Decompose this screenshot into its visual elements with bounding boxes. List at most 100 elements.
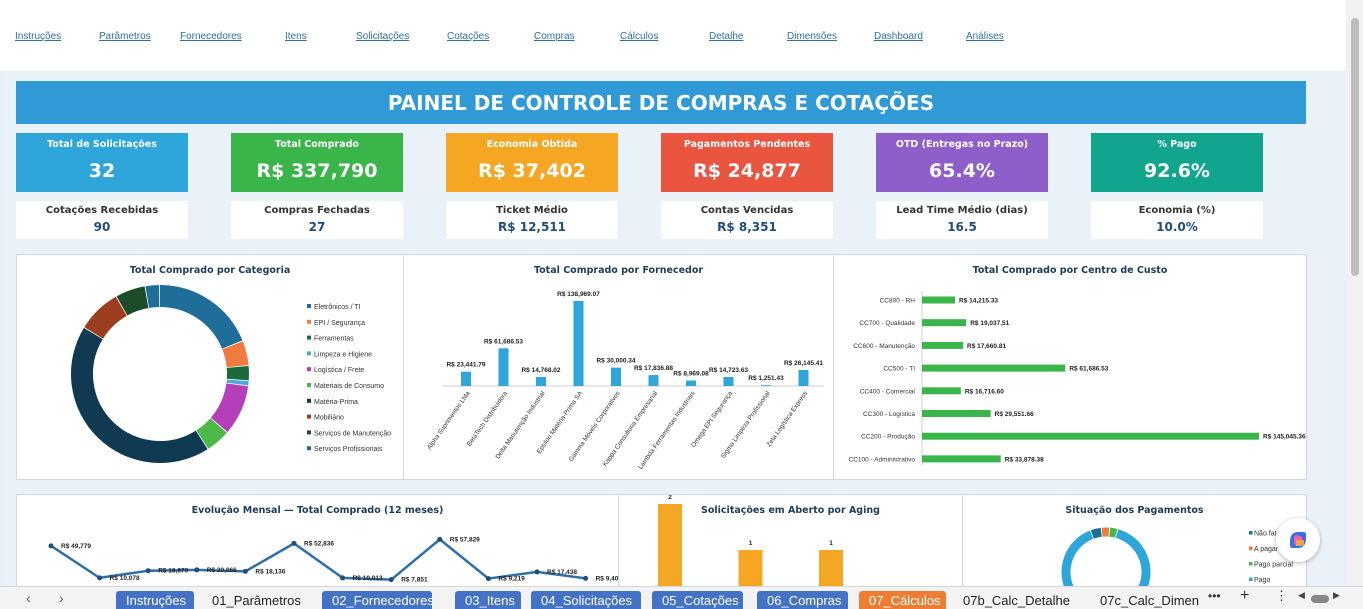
data-label: R$ 26,145.41 — [784, 360, 823, 367]
data-label: R$ 17,438 — [547, 569, 577, 576]
data-label: R$ 9,219 — [498, 576, 525, 583]
data-label: R$ 30,000.34 — [596, 358, 635, 365]
scroll-left-icon[interactable]: ◀ — [1298, 590, 1305, 601]
sheet-tab[interactable]: Instruções — [116, 591, 194, 609]
bar — [574, 301, 584, 386]
bar — [724, 377, 734, 386]
sheet-tab[interactable]: 07c_Calc_Dimen — [1090, 591, 1204, 609]
data-point — [292, 541, 297, 546]
bar — [922, 365, 1065, 372]
legend-swatch — [1249, 531, 1253, 535]
legend-label: Eletrônicos / TI — [314, 304, 361, 311]
legend-label: Ferramentas — [314, 336, 354, 343]
nav-link-11[interactable]: Análises — [966, 31, 1004, 42]
kpi-value: R$ 24,877 — [661, 160, 833, 182]
scroll-right-icon[interactable]: ▶ — [1333, 590, 1340, 601]
donut-slice — [94, 306, 122, 333]
horizontal-scroll-thumb[interactable] — [1311, 595, 1329, 603]
sheet-tab[interactable]: 01_Parâmetros — [202, 591, 313, 609]
legend-label: Serviços de Manutenção — [314, 430, 391, 437]
nav-link-4[interactable]: Solicitações — [356, 31, 409, 42]
options-icon[interactable]: ⋮ — [1275, 588, 1288, 604]
legend-swatch — [307, 367, 311, 371]
data-label: R$ 17,660.81 — [967, 343, 1006, 350]
data-label: 2 — [668, 495, 672, 501]
nav-link-3[interactable]: Itens — [285, 31, 307, 42]
legend-swatch — [307, 399, 311, 403]
sheet-tab[interactable]: 04_Solicitações — [531, 591, 641, 609]
nav-link-0[interactable]: Instruções — [15, 31, 61, 42]
sub-kpi-value: 10.0% — [1091, 220, 1263, 234]
data-label: R$ 23,441.79 — [446, 362, 485, 369]
chart-panel-evolucao: Evolução Mensal — Total Comprado (12 mes… — [16, 494, 619, 589]
nav-link-8[interactable]: Detalhe — [709, 31, 743, 42]
donut-slice — [219, 385, 237, 425]
donut-slice — [1110, 532, 1117, 533]
legend-swatch — [307, 351, 311, 355]
sub-kpi-value: R$ 12,511 — [446, 220, 618, 234]
bar — [799, 370, 809, 386]
data-label: R$ 18,970 — [158, 568, 188, 575]
vertical-scrollbar[interactable] — [1347, 0, 1363, 586]
sheet-tab[interactable]: 07_Cálculos — [859, 591, 946, 609]
data-label: R$ 19,037.51 — [970, 320, 1009, 327]
nav-link-9[interactable]: Dimensões — [787, 31, 837, 42]
legend-label: Não fat — [1254, 531, 1277, 538]
nav-link-6[interactable]: Compras — [534, 31, 575, 42]
tick-label: Zeta Logística Express — [765, 390, 809, 449]
nav-link-10[interactable]: Dashboard — [874, 31, 923, 42]
donut-slice — [1092, 532, 1101, 534]
legend-label: Matéria-Prima — [314, 399, 358, 406]
data-label: R$ 1,251.43 — [748, 375, 784, 382]
nav-link-7[interactable]: Cálculos — [620, 31, 658, 42]
legend-swatch — [307, 383, 311, 387]
donut-slice — [160, 296, 232, 345]
tick-label: CC700 - Qualidade — [859, 320, 915, 327]
legend-swatch — [1249, 562, 1253, 566]
legend-label: Materiais de Consumo — [314, 383, 384, 390]
sheet-tab[interactable]: 05_Cotações — [652, 591, 743, 609]
bar — [536, 377, 546, 386]
sheet-tab[interactable]: 02_Fornecedores — [322, 591, 432, 609]
copilot-button[interactable] — [1276, 518, 1320, 562]
data-label: R$ 145,045.36 — [1263, 434, 1306, 441]
legend-label: EPI / Segurança — [314, 320, 365, 327]
legend-swatch — [307, 415, 311, 419]
bar — [739, 550, 763, 588]
data-label: R$ 17,836.88 — [634, 365, 673, 372]
sheet-tab[interactable]: 07b_Calc_Detalhe — [953, 591, 1073, 609]
sheet-tab[interactable]: 03_Itens — [455, 591, 521, 609]
tick-label: CC500 - TI — [883, 366, 915, 373]
data-point — [97, 575, 102, 580]
legend-swatch — [307, 304, 311, 308]
tick-label: Omega EPI Segurança — [690, 390, 734, 449]
nav-link-5[interactable]: Cotações — [447, 31, 489, 42]
add-sheet-icon[interactable]: + — [1240, 587, 1249, 605]
kpi-title: Economia Obtida — [446, 139, 618, 150]
bar — [922, 319, 966, 326]
nav-link-1[interactable]: Parâmetros — [99, 31, 151, 42]
prev-sheet-icon[interactable]: ‹ — [26, 590, 31, 606]
next-sheet-icon[interactable]: › — [59, 590, 64, 606]
chart-panel-categoria: Total Comprado por Categoria Eletrônicos… — [16, 254, 404, 480]
legend-swatch — [1249, 547, 1253, 551]
legend-swatch — [307, 430, 311, 434]
data-point — [389, 577, 394, 582]
sheet-tab[interactable]: 06_Compras — [757, 591, 848, 609]
kpi-title: Pagamentos Pendentes — [661, 139, 833, 150]
nav-link-2[interactable]: Fornecedores — [180, 31, 242, 42]
sub-kpi-value: 90 — [16, 220, 188, 234]
tick-label: CC400 - Comercial — [860, 388, 916, 395]
data-label: R$ 16,716.60 — [965, 388, 1004, 395]
legend-label: Serviços Profissionais — [314, 446, 383, 453]
scrollbar-thumb[interactable] — [1351, 18, 1359, 276]
tick-label: CC300 - Logística — [863, 411, 915, 418]
donut-slice — [82, 334, 202, 452]
data-label: R$ 33,878.38 — [1005, 456, 1044, 463]
donut-slice — [233, 345, 238, 366]
more-icon[interactable]: ••• — [1208, 589, 1221, 603]
